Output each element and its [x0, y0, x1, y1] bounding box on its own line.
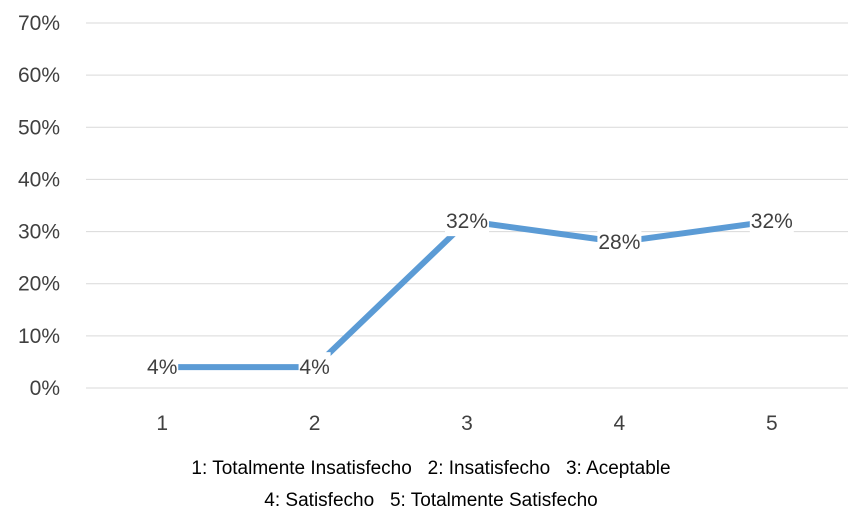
data-label: 32%: [446, 210, 488, 233]
data-label-background: [749, 206, 794, 237]
y-tick-label: 10%: [18, 325, 60, 348]
data-label-background: [146, 352, 179, 383]
y-tick-label: 50%: [18, 116, 60, 139]
data-label-background: [445, 206, 489, 237]
y-tick-label: 40%: [18, 168, 60, 191]
series-line: [162, 218, 773, 371]
y-tick-label: 30%: [18, 221, 60, 244]
x-tick-label: 2: [309, 412, 321, 435]
x-tick-label: 3: [461, 412, 473, 435]
data-label-background: [597, 227, 642, 257]
data-label: 4%: [299, 356, 329, 379]
y-tick-label: 60%: [18, 64, 60, 87]
y-tick-label: 0%: [30, 377, 60, 400]
gridlines: [86, 22, 848, 389]
data-label-background: [298, 352, 331, 383]
x-axis-tick-labels: 1 2 3 4 5: [156, 412, 777, 435]
data-labels: 4% 4% 32% 28% 32%: [146, 206, 794, 383]
legend-text-line-2: 4: Satisfecho 5: Totalmente Satisfecho: [264, 490, 598, 511]
y-tick-label: 70%: [18, 12, 60, 35]
data-label: 28%: [598, 231, 640, 254]
x-tick-label: 1: [156, 412, 168, 435]
legend-text-line-1: 1: Totalmente Insatisfecho 2: Insatisfec…: [191, 458, 671, 479]
y-tick-label: 20%: [18, 273, 60, 296]
data-label: 32%: [751, 210, 793, 233]
data-label: 4%: [147, 356, 177, 379]
x-tick-label: 5: [766, 412, 778, 435]
y-axis-tick-labels: 0% 10% 20% 30% 40% 50% 60% 70%: [18, 12, 60, 400]
series-lines: [162, 218, 773, 371]
x-tick-label: 4: [614, 412, 626, 435]
